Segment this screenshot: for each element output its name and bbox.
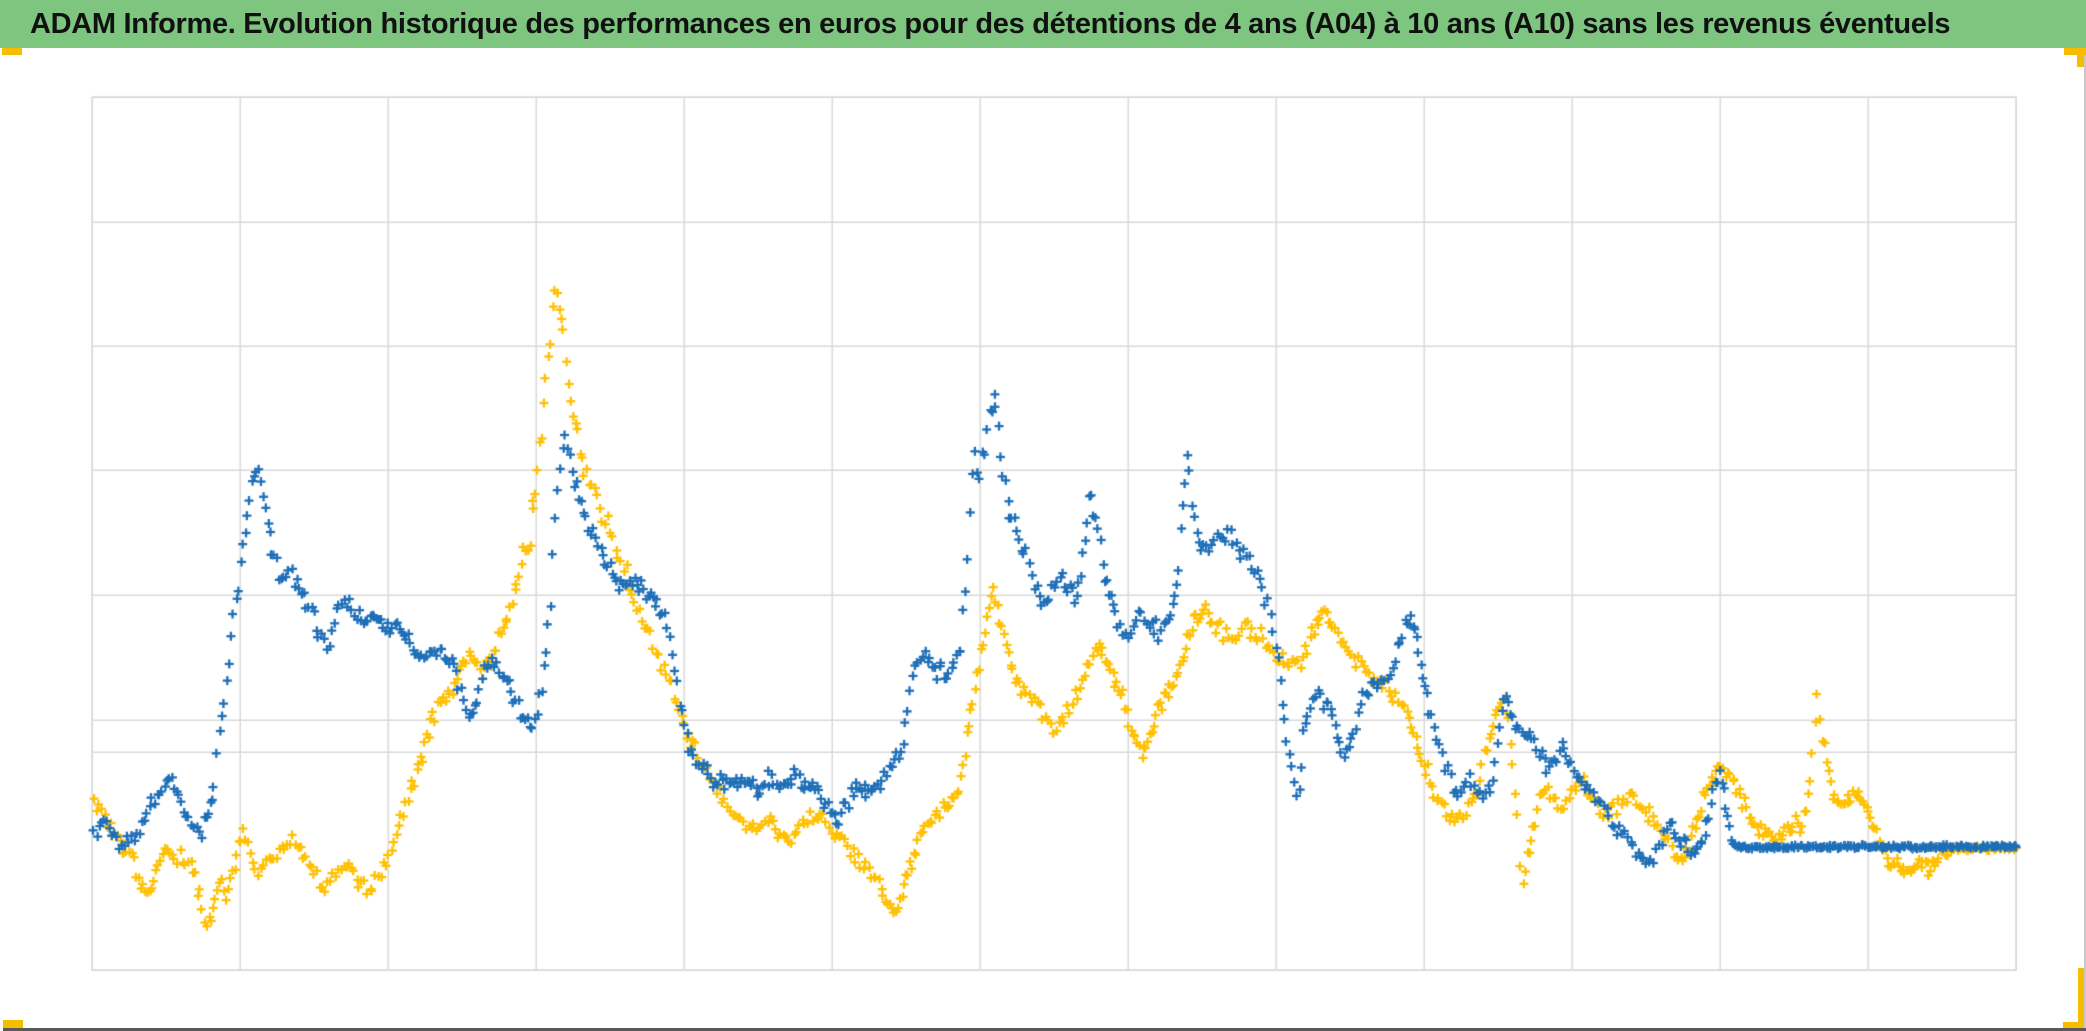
gold-accent-top-right-h: [2064, 48, 2086, 55]
gold-accent-bottom-right-foot: [2063, 1022, 2086, 1031]
gold-accent-top-left: [2, 48, 22, 55]
bottom-rule: [3, 1028, 2086, 1031]
gold-accent-top-right-v: [2077, 48, 2086, 67]
gold-accent-bottom-left: [3, 1020, 23, 1028]
gold-accent-bottom-right-v: [2078, 968, 2086, 1031]
right-edge-rule: [2084, 55, 2086, 1028]
